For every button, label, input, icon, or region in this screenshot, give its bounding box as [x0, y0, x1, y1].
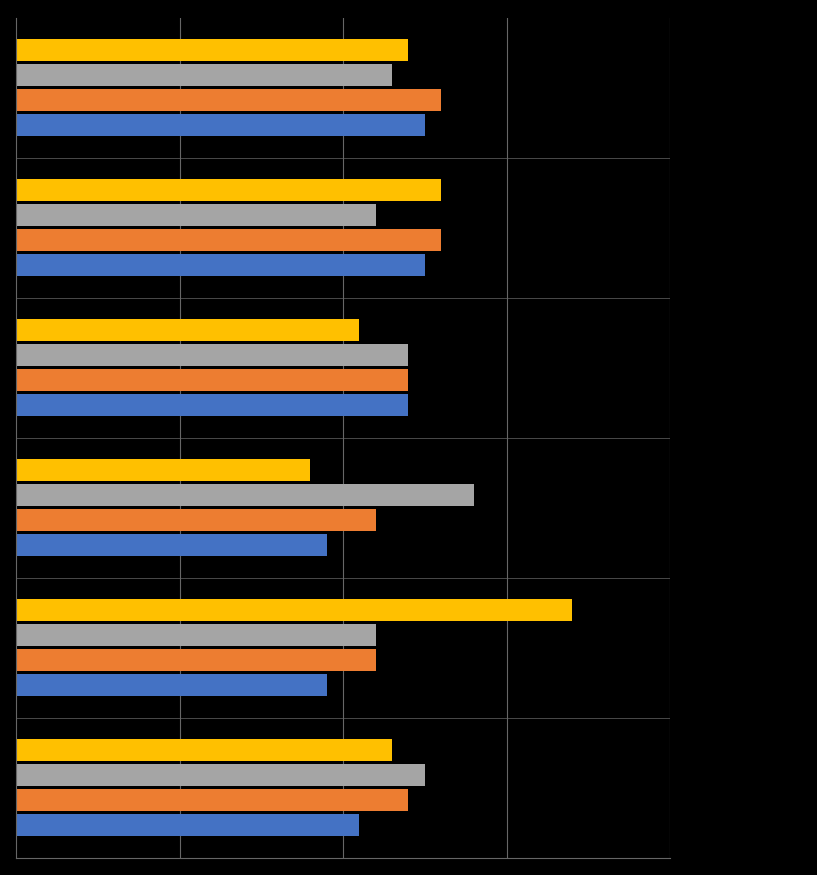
Bar — [16, 115, 425, 136]
Bar — [16, 458, 310, 480]
Bar — [16, 89, 441, 111]
Bar — [16, 789, 408, 811]
Bar — [16, 675, 327, 696]
Bar — [16, 484, 474, 506]
Bar — [16, 815, 359, 836]
Bar — [16, 535, 327, 556]
Bar — [16, 624, 376, 646]
Bar — [16, 598, 572, 620]
Bar — [16, 395, 408, 416]
Bar — [16, 38, 408, 60]
Bar — [16, 344, 408, 366]
Bar — [16, 738, 392, 760]
Bar — [16, 204, 376, 226]
Bar — [16, 178, 441, 200]
Bar — [16, 649, 376, 671]
Bar — [16, 318, 359, 340]
Bar — [16, 255, 425, 276]
Bar — [16, 64, 392, 86]
Bar — [16, 764, 425, 786]
Bar — [16, 229, 441, 251]
Bar — [16, 369, 408, 391]
Bar — [16, 509, 376, 531]
